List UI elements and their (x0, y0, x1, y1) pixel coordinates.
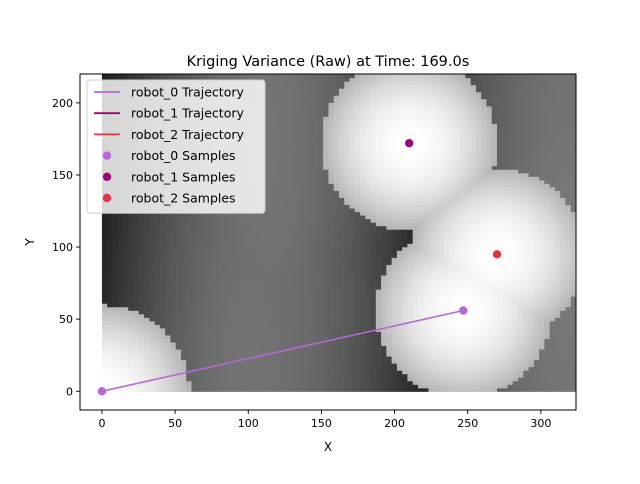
x-tick-label-2: 100 (238, 417, 259, 430)
legend-marker-swatch-5 (103, 194, 111, 202)
x-tick-label-0: 0 (98, 417, 105, 430)
legend-label-0: robot_0 Trajectory (131, 85, 244, 100)
y-tick-label-4: 200 (52, 97, 73, 110)
x-axis-label: X (324, 440, 332, 454)
legend-label-3: robot_0 Samples (131, 148, 236, 163)
sample-point-4-0 (405, 139, 413, 147)
sample-point-5-0 (493, 250, 501, 258)
x-tick-label-1: 50 (168, 417, 182, 430)
x-tick-label-4: 200 (384, 417, 405, 430)
y-tick-label-1: 50 (59, 313, 73, 326)
legend-label-5: robot_2 Samples (131, 191, 236, 206)
sample-point-3-1 (459, 306, 467, 314)
y-tick-label-3: 150 (52, 169, 73, 182)
y-tick-label-0: 0 (66, 385, 73, 398)
x-tick-label-3: 150 (311, 417, 332, 430)
y-tick-label-2: 100 (52, 241, 73, 254)
y-axis-label: Y (23, 238, 37, 247)
legend-marker-swatch-3 (103, 151, 111, 159)
sample-point-3-0 (98, 387, 106, 395)
x-tick-label-5: 250 (457, 417, 478, 430)
chart-title: Kriging Variance (Raw) at Time: 169.0s (187, 54, 470, 70)
legend-label-1: robot_1 Trajectory (131, 106, 244, 121)
legend: robot_0 Trajectory robot_1 Trajectory robo… (87, 80, 265, 213)
legend-label-2: robot_2 Trajectory (131, 127, 244, 142)
legend-label-4: robot_1 Samples (131, 169, 236, 184)
legend-marker-swatch-4 (103, 173, 111, 181)
x-tick-label-6: 300 (530, 417, 551, 430)
